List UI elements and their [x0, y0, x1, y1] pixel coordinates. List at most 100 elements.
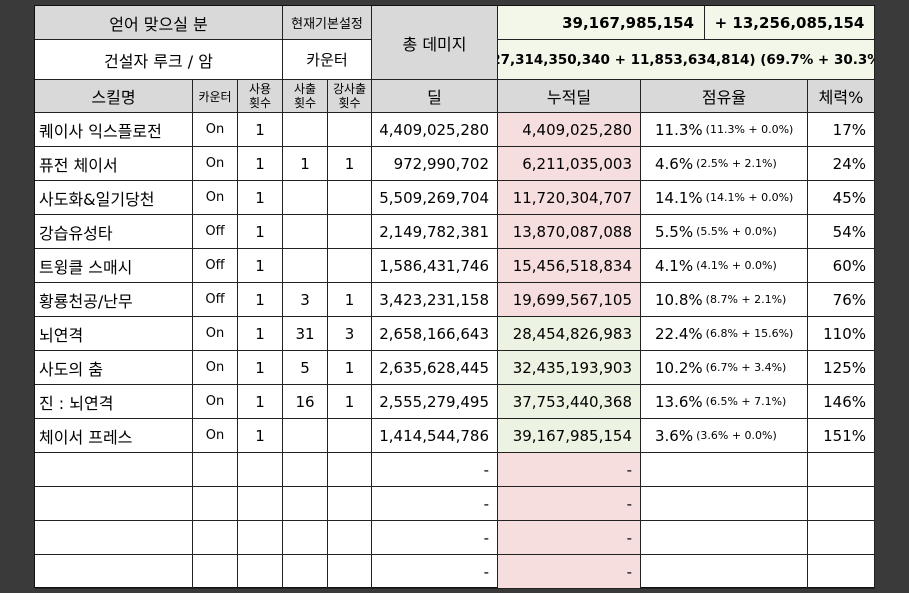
- cell-skill[interactable]: 진 : 뇌연격: [35, 385, 193, 419]
- cell-share[interactable]: 5.5% (5.5% + 0.0%): [641, 215, 808, 249]
- cell-cumulative[interactable]: 39,167,985,154: [498, 419, 641, 453]
- cell-uses[interactable]: 1: [238, 181, 283, 215]
- col-counter[interactable]: 카운터: [193, 80, 238, 113]
- cell-cumulative[interactable]: 11,720,304,707: [498, 181, 641, 215]
- cell-counter[interactable]: [193, 453, 238, 487]
- cell-share[interactable]: 4.1% (4.1% + 0.0%): [641, 249, 808, 283]
- class-label[interactable]: 건설자 루크 / 암: [35, 40, 283, 80]
- cell-skill[interactable]: 체이서 프레스: [35, 419, 193, 453]
- cell-hp[interactable]: 54%: [808, 215, 875, 249]
- cell-skill[interactable]: 사도화&일기당천: [35, 181, 193, 215]
- cell-counter[interactable]: [193, 555, 238, 589]
- cell-uses[interactable]: 1: [238, 147, 283, 181]
- cell-strong-hits[interactable]: [328, 555, 372, 589]
- cell-uses[interactable]: [238, 521, 283, 555]
- cell-cumulative[interactable]: 28,454,826,983: [498, 317, 641, 351]
- cell-skill[interactable]: 황룡천공/난무: [35, 283, 193, 317]
- cell-share[interactable]: [641, 555, 808, 589]
- cell-hp[interactable]: 110%: [808, 317, 875, 351]
- cell-share[interactable]: 22.4% (6.8% + 15.6%): [641, 317, 808, 351]
- cell-strong-hits[interactable]: [328, 113, 372, 147]
- cell-strong-hits[interactable]: 1: [328, 283, 372, 317]
- cell-hits[interactable]: [283, 181, 328, 215]
- cell-damage[interactable]: 3,423,231,158: [372, 283, 498, 317]
- cell-hits[interactable]: [283, 419, 328, 453]
- cell-cumulative[interactable]: 32,435,193,903: [498, 351, 641, 385]
- cell-strong-hits[interactable]: 3: [328, 317, 372, 351]
- cell-damage[interactable]: 972,990,702: [372, 147, 498, 181]
- cell-skill[interactable]: 뇌연격: [35, 317, 193, 351]
- cell-cumulative[interactable]: 6,211,035,003: [498, 147, 641, 181]
- cell-uses[interactable]: 1: [238, 317, 283, 351]
- cell-hp[interactable]: 151%: [808, 419, 875, 453]
- cell-cumulative[interactable]: 37,753,440,368: [498, 385, 641, 419]
- cell-cumulative[interactable]: 4,409,025,280: [498, 113, 641, 147]
- cell-strong-hits[interactable]: [328, 453, 372, 487]
- cell-strong-hits[interactable]: [328, 181, 372, 215]
- col-strong-hits[interactable]: 강사출 횟수: [328, 80, 372, 113]
- cell-damage[interactable]: 2,149,782,381: [372, 215, 498, 249]
- cell-share[interactable]: 4.6% (2.5% + 2.1%): [641, 147, 808, 181]
- cell-cumulative[interactable]: -: [498, 521, 641, 555]
- cell-skill[interactable]: 퀘이사 익스플로전: [35, 113, 193, 147]
- cell-uses[interactable]: 1: [238, 215, 283, 249]
- col-hp[interactable]: 체력%: [808, 80, 875, 113]
- total-damage-value[interactable]: 39,167,985,154: [498, 6, 705, 40]
- cell-counter[interactable]: On: [193, 181, 238, 215]
- cell-skill[interactable]: [35, 487, 193, 521]
- cell-cumulative[interactable]: 19,699,567,105: [498, 283, 641, 317]
- cell-share[interactable]: [641, 487, 808, 521]
- cell-uses[interactable]: 1: [238, 419, 283, 453]
- cell-counter[interactable]: [193, 487, 238, 521]
- cell-hp[interactable]: [808, 487, 875, 521]
- cell-uses[interactable]: 1: [238, 113, 283, 147]
- cell-share[interactable]: [641, 453, 808, 487]
- cell-damage[interactable]: 2,635,628,445: [372, 351, 498, 385]
- cell-hp[interactable]: 24%: [808, 147, 875, 181]
- cell-hits[interactable]: 31: [283, 317, 328, 351]
- damage-breakdown[interactable]: (27,314,350,340 + 11,853,634,814) (69.7%…: [498, 40, 875, 80]
- col-damage[interactable]: 딜: [372, 80, 498, 113]
- cell-damage[interactable]: 5,509,269,704: [372, 181, 498, 215]
- col-hits[interactable]: 사출 횟수: [283, 80, 328, 113]
- col-share[interactable]: 점유율: [641, 80, 808, 113]
- cell-share[interactable]: 10.2% (6.7% + 3.4%): [641, 351, 808, 385]
- cell-share[interactable]: 3.6% (3.6% + 0.0%): [641, 419, 808, 453]
- cell-damage[interactable]: -: [372, 521, 498, 555]
- cell-counter[interactable]: On: [193, 147, 238, 181]
- cell-cumulative[interactable]: 13,870,087,088: [498, 215, 641, 249]
- cell-skill[interactable]: [35, 555, 193, 589]
- cell-strong-hits[interactable]: 1: [328, 351, 372, 385]
- cell-damage[interactable]: 2,658,166,643: [372, 317, 498, 351]
- cell-damage[interactable]: 1,586,431,746: [372, 249, 498, 283]
- cell-hp[interactable]: [808, 453, 875, 487]
- cell-hits[interactable]: [283, 521, 328, 555]
- cell-hits[interactable]: 1: [283, 147, 328, 181]
- cell-cumulative[interactable]: -: [498, 555, 641, 589]
- col-skill[interactable]: 스킬명: [35, 80, 193, 113]
- lost-minutes-label[interactable]: 얻어 맞으실 분: [35, 6, 283, 40]
- cell-skill[interactable]: 퓨전 체이서: [35, 147, 193, 181]
- cell-damage[interactable]: 4,409,025,280: [372, 113, 498, 147]
- total-damage-label[interactable]: 총 데미지: [372, 6, 498, 80]
- cell-damage[interactable]: -: [372, 487, 498, 521]
- cell-uses[interactable]: 1: [238, 351, 283, 385]
- cell-strong-hits[interactable]: [328, 487, 372, 521]
- cell-hits[interactable]: [283, 249, 328, 283]
- cell-strong-hits[interactable]: 1: [328, 147, 372, 181]
- cell-strong-hits[interactable]: [328, 249, 372, 283]
- cell-uses[interactable]: [238, 555, 283, 589]
- cell-cumulative[interactable]: -: [498, 453, 641, 487]
- cell-skill[interactable]: 트윙클 스매시: [35, 249, 193, 283]
- current-setting-label[interactable]: 현재기본설정: [283, 6, 372, 40]
- cell-hits[interactable]: [283, 555, 328, 589]
- cell-skill[interactable]: 강습유성타: [35, 215, 193, 249]
- cell-counter[interactable]: On: [193, 419, 238, 453]
- cell-cumulative[interactable]: 15,456,518,834: [498, 249, 641, 283]
- cell-hp[interactable]: [808, 521, 875, 555]
- cell-strong-hits[interactable]: [328, 521, 372, 555]
- cell-counter[interactable]: On: [193, 113, 238, 147]
- cell-hits[interactable]: 3: [283, 283, 328, 317]
- cell-counter[interactable]: Off: [193, 215, 238, 249]
- col-uses[interactable]: 사용 횟수: [238, 80, 283, 113]
